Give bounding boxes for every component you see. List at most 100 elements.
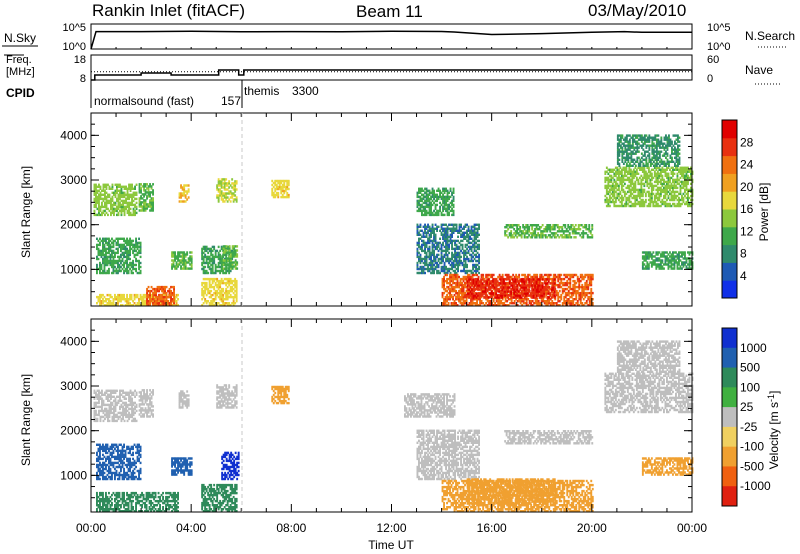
data-cell xyxy=(115,269,118,273)
data-cell xyxy=(184,267,187,270)
data-cell xyxy=(219,265,222,269)
data-cell xyxy=(221,257,224,260)
data-cell xyxy=(173,287,175,291)
data-cell xyxy=(223,253,226,257)
data-cell xyxy=(96,295,98,299)
data-cell xyxy=(152,298,154,301)
data-cell xyxy=(205,293,208,297)
data-cell xyxy=(106,237,109,240)
data-cell xyxy=(138,304,140,307)
data-cell xyxy=(205,257,208,261)
data-cell xyxy=(168,302,171,305)
data-cell xyxy=(564,224,567,227)
data-cell xyxy=(541,282,544,285)
data-cell xyxy=(174,298,176,301)
data-cell xyxy=(130,241,133,245)
data-cell xyxy=(220,277,223,281)
data-cell xyxy=(214,293,217,297)
data-cell xyxy=(560,298,563,301)
data-cell xyxy=(103,237,106,240)
data-cell xyxy=(222,259,225,262)
data-cell xyxy=(234,285,237,289)
data-cell xyxy=(211,279,214,283)
data-cell xyxy=(173,289,175,293)
data-cell xyxy=(98,211,100,215)
data-cell xyxy=(474,288,476,291)
data-cell xyxy=(168,304,171,307)
data-cell xyxy=(202,261,205,265)
data-cell xyxy=(467,225,470,228)
data-cell xyxy=(143,189,145,192)
data-cell xyxy=(117,197,120,201)
data-cell xyxy=(234,190,237,193)
data-cell xyxy=(175,257,178,260)
data-cell xyxy=(139,251,142,255)
data-cell xyxy=(190,255,193,258)
data-cell xyxy=(234,180,237,183)
data-cell xyxy=(138,241,140,245)
data-cell xyxy=(226,277,229,281)
data-cell xyxy=(96,199,99,203)
data-cell xyxy=(418,239,420,243)
data-cell xyxy=(154,298,157,301)
data-cell xyxy=(650,172,653,175)
data-cell xyxy=(97,239,100,243)
data-cell xyxy=(235,200,238,203)
data-cell xyxy=(228,186,231,189)
data-cell xyxy=(126,211,129,215)
data-cell xyxy=(103,271,106,275)
data-cell xyxy=(204,269,207,273)
data-cell xyxy=(232,291,235,295)
data-cell xyxy=(187,267,190,270)
data-cell xyxy=(213,257,216,261)
data-cell xyxy=(109,255,112,259)
data-cell xyxy=(95,195,97,199)
data-cell xyxy=(225,192,228,195)
data-cell xyxy=(225,249,228,252)
data-cell xyxy=(132,261,134,265)
data-cell xyxy=(111,255,113,259)
nsky-panel: N.Sky 10^5 10^0 10^5 10^0 N.Search xyxy=(2,22,795,53)
data-cell xyxy=(105,187,108,190)
data-cell xyxy=(135,253,137,257)
data-cell xyxy=(211,261,214,265)
data-cell xyxy=(138,300,140,303)
data-cell xyxy=(132,195,135,199)
data-cell xyxy=(229,192,232,195)
data-cell xyxy=(97,251,100,255)
data-cell xyxy=(128,211,130,215)
data-cell xyxy=(184,184,187,187)
data-cell xyxy=(136,243,139,247)
data-cell xyxy=(201,261,204,265)
data-cell xyxy=(170,300,172,303)
data-cell xyxy=(156,300,159,303)
data-cell xyxy=(114,259,116,263)
data-cell xyxy=(223,281,226,285)
data-cell xyxy=(174,259,176,262)
data-cell xyxy=(131,199,133,203)
data-cell xyxy=(112,249,115,253)
data-cell xyxy=(134,203,136,207)
data-cell xyxy=(103,261,106,265)
data-cell xyxy=(222,293,225,297)
data-cell xyxy=(118,293,121,297)
data-cell xyxy=(202,267,205,271)
data-cell xyxy=(104,183,106,186)
data-cell xyxy=(144,183,147,186)
data-cell xyxy=(202,295,205,299)
data-cell xyxy=(103,255,106,259)
data-cell xyxy=(234,194,237,197)
data-cell xyxy=(129,241,131,245)
data-cell xyxy=(229,249,232,253)
data-cell xyxy=(141,185,144,188)
data-cell xyxy=(223,196,226,199)
data-cell xyxy=(108,269,110,273)
data-cell xyxy=(100,263,103,267)
data-cell xyxy=(149,289,151,293)
data-cell xyxy=(173,300,175,303)
data-cell xyxy=(126,197,129,201)
data-cell xyxy=(222,263,225,266)
data-cell xyxy=(211,271,214,275)
data-cell xyxy=(128,187,130,190)
data-cell xyxy=(96,257,98,261)
